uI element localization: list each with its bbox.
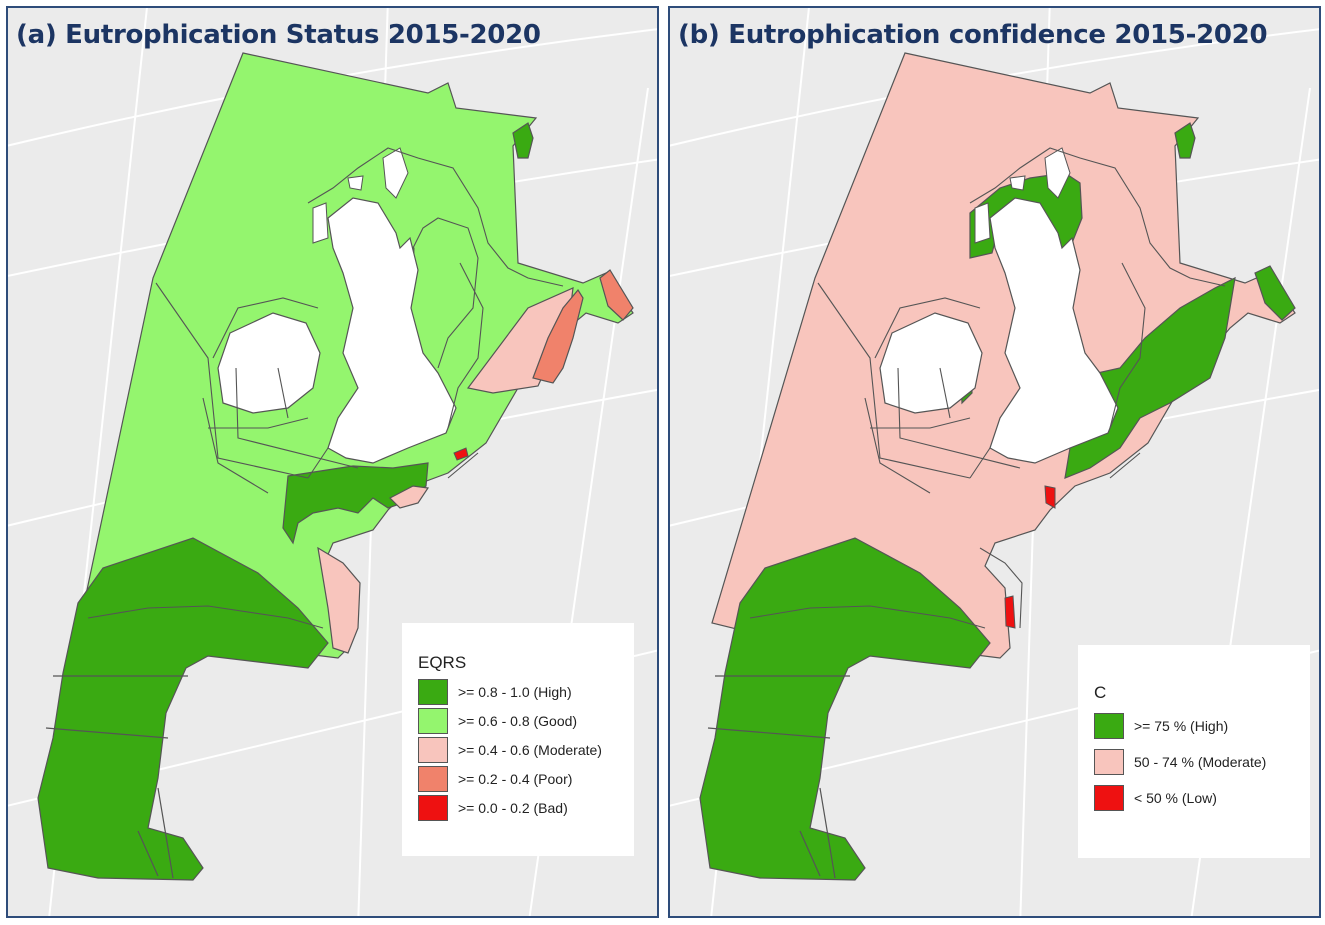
legend-swatch-moderate — [418, 737, 448, 763]
english-channel-high — [282, 462, 429, 545]
legend-label: >= 0.2 - 0.4 (Poor) — [458, 771, 573, 787]
biscay-subdivisions — [45, 675, 188, 879]
eutrophication-status-map-panel: (a) Eutrophication Status 2015-2020 EQRS… — [6, 6, 659, 918]
legend-swatch-low — [1094, 785, 1124, 811]
map-legend: C >= 75 % (High) 50 - 74 % (Moderate) < … — [1078, 645, 1310, 858]
scottish-islands-land — [312, 147, 409, 244]
legend-item-good: >= 0.6 - 0.8 (Good) — [418, 708, 577, 734]
legend-label: >= 0.6 - 0.8 (Good) — [458, 713, 578, 729]
legend-item-high: >= 0.8 - 1.0 (High) — [418, 679, 572, 705]
wadden-sea-poor — [532, 288, 584, 384]
confidence-map-svg — [670, 8, 1319, 916]
legend-title: C — [1094, 683, 1107, 702]
legend-label: >= 75 % (High) — [1134, 718, 1229, 734]
legend-swatch-high — [418, 679, 448, 705]
legend-label: 50 - 74 % (Moderate) — [1134, 754, 1267, 770]
coastal-boundaries — [749, 147, 1226, 629]
legend-swatch-moderate — [1094, 749, 1124, 775]
scottish-islands-land — [974, 147, 1071, 244]
kattegat-high-confidence — [1254, 265, 1296, 321]
legend-item-moderate: 50 - 74 % (Moderate) — [1094, 749, 1266, 775]
great-britain-land — [989, 197, 1119, 464]
norwegian-coast-high-confidence — [1174, 122, 1196, 159]
legend-item-low: < 50 % (Low) — [1094, 785, 1217, 811]
legend-swatch-poor — [418, 766, 448, 792]
status-map-svg — [8, 8, 657, 916]
ireland-land — [217, 312, 321, 414]
biscay-high-confidence — [699, 537, 991, 881]
norwegian-coast-high — [512, 122, 534, 159]
legend-label: < 50 % (Low) — [1134, 790, 1217, 806]
legend-label: >= 0.4 - 0.6 (Moderate) — [458, 742, 602, 758]
legend-label: >= 0.0 - 0.2 (Bad) — [458, 800, 568, 816]
panel-title: (b) Eutrophication confidence 2015-2020 — [678, 20, 1268, 50]
legend-label: >= 0.8 - 1.0 (High) — [458, 684, 572, 700]
biscay-subdivisions — [707, 675, 850, 879]
map-legend: EQRS >= 0.8 - 1.0 (High) >= 0.6 - 0.8 (G… — [402, 623, 634, 856]
legend-item-moderate: >= 0.4 - 0.6 (Moderate) — [418, 737, 602, 763]
eutrophication-confidence-map-panel: (b) Eutrophication confidence 2015-2020 … — [668, 6, 1321, 918]
great-britain-land — [327, 197, 457, 464]
kattegat-poor — [599, 269, 634, 321]
legend-swatch-good — [418, 708, 448, 734]
legend-item-high: >= 75 % (High) — [1094, 713, 1228, 739]
legend-swatch-bad — [418, 795, 448, 821]
coastal-strip-bad — [453, 447, 469, 461]
legend-title: EQRS — [418, 653, 467, 672]
legend-swatch-high — [1094, 713, 1124, 739]
french-coast-moderate — [317, 546, 361, 654]
panel-title: (a) Eutrophication Status 2015-2020 — [16, 20, 541, 50]
assessment-area-biscay-high — [37, 537, 329, 881]
legend-item-bad: >= 0.0 - 0.2 (Bad) — [418, 795, 568, 821]
legend-item-poor: >= 0.2 - 0.4 (Poor) — [418, 766, 572, 792]
ireland-land — [879, 312, 983, 414]
coastal-boundaries — [87, 147, 564, 629]
channel-coast-moderate — [388, 485, 430, 509]
